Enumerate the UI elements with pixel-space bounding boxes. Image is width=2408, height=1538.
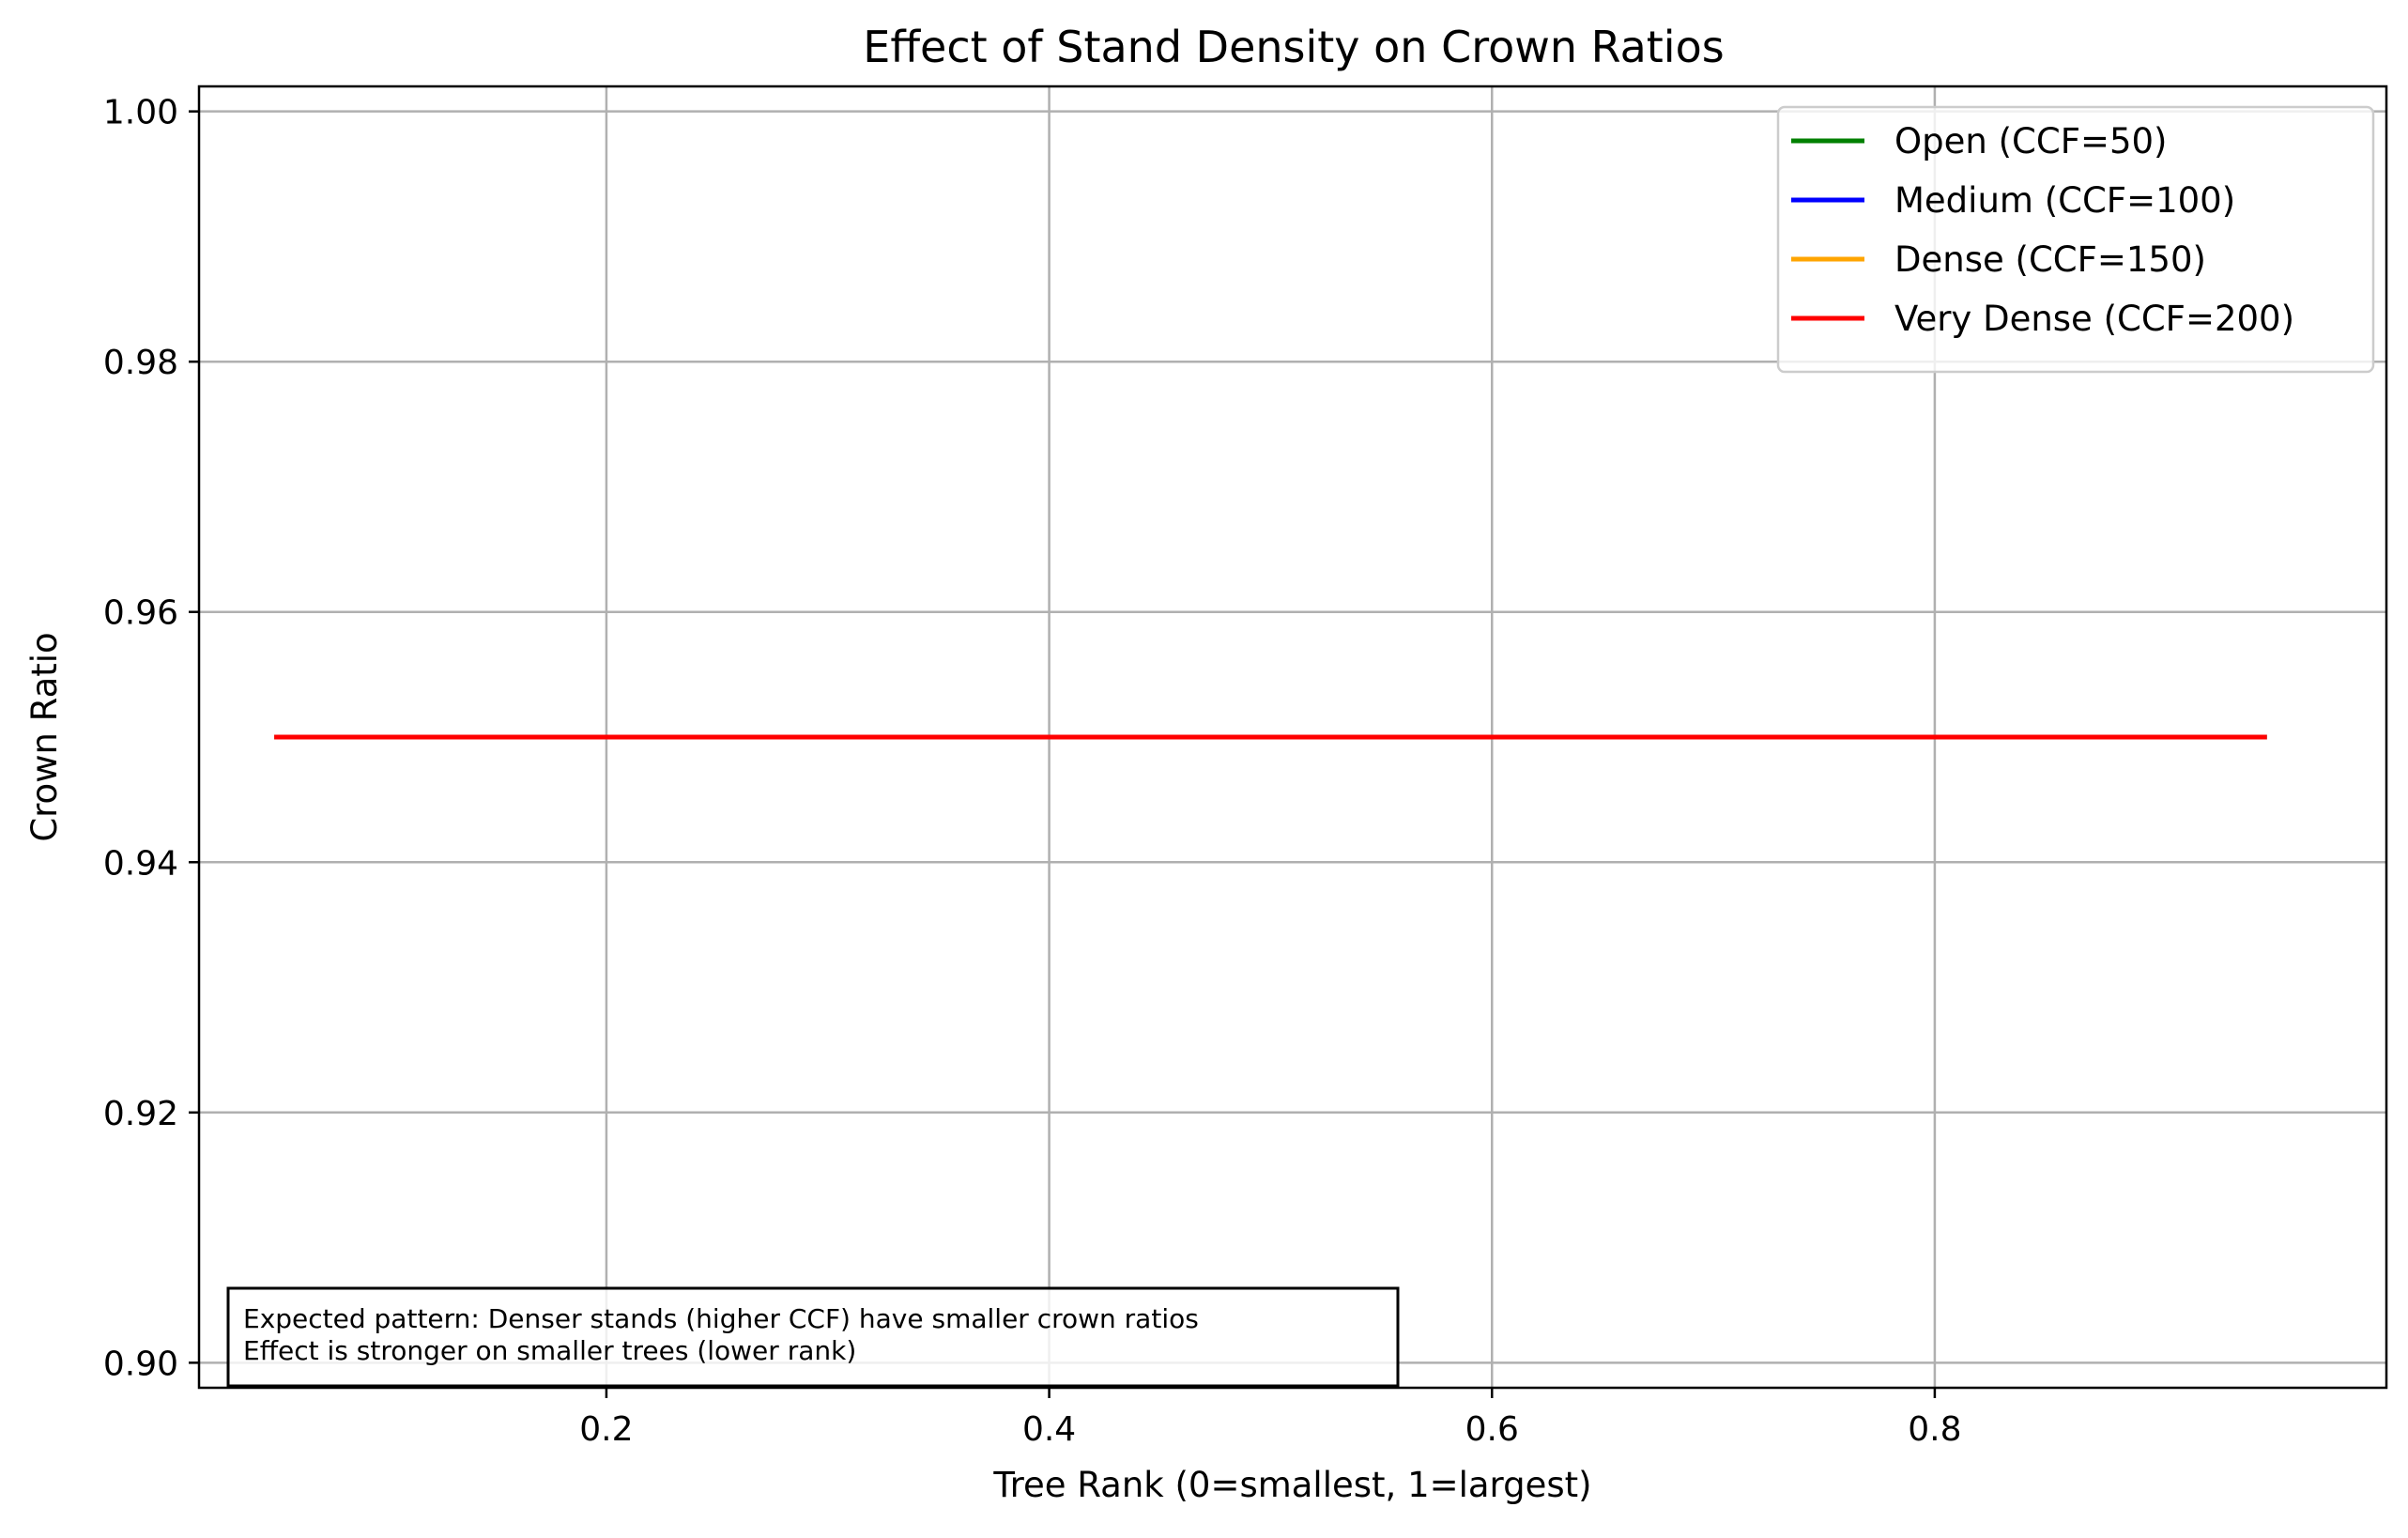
y-tick-label: 0.98 [103,344,178,382]
legend-label: Open (CCF=50) [1894,121,2168,161]
x-tick-label: 0.6 [1465,1410,1519,1449]
y-tick-label: 0.96 [103,594,178,633]
y-axis-label: Crown Ratio [24,632,65,841]
y-tick-label: 0.90 [103,1345,178,1383]
y-tick-label: 0.94 [103,844,178,883]
x-tick-label: 0.2 [579,1410,633,1449]
legend: Open (CCF=50) Medium (CCF=100) Dense (CCF=… [1776,105,2375,374]
legend-label: Medium (CCF=100) [1894,180,2235,221]
y-tick-label: 0.92 [103,1095,178,1133]
plot-frame [197,85,2388,1390]
annotation-text: Expected pattern: Denser stands (higher … [243,1303,1199,1334]
legend-label: Dense (CCF=150) [1894,239,2206,280]
legend-label: Very Dense (CCF=200) [1894,299,2294,339]
x-tick-label: 0.4 [1022,1410,1076,1449]
chart-title: Effect of Stand Density on Crown Ratios [863,22,1724,72]
annotation-box: Expected pattern: Denser stands (higher … [226,1286,1400,1388]
x-tick-label: 0.8 [1908,1410,1961,1449]
x-axis-label: Tree Rank (0=smallest, 1=largest) [992,1465,1591,1505]
axis-ticks: 0.2 0.4 0.6 0.8 0.90 0.92 0.94 0.96 0.98 1.00 [103,94,1962,1449]
annotation-frame [226,1286,1400,1388]
annotation-text: Effect is stronger on smaller trees (low… [243,1335,856,1366]
legend-frame [1776,105,2375,374]
y-tick-label: 1.00 [103,94,178,132]
